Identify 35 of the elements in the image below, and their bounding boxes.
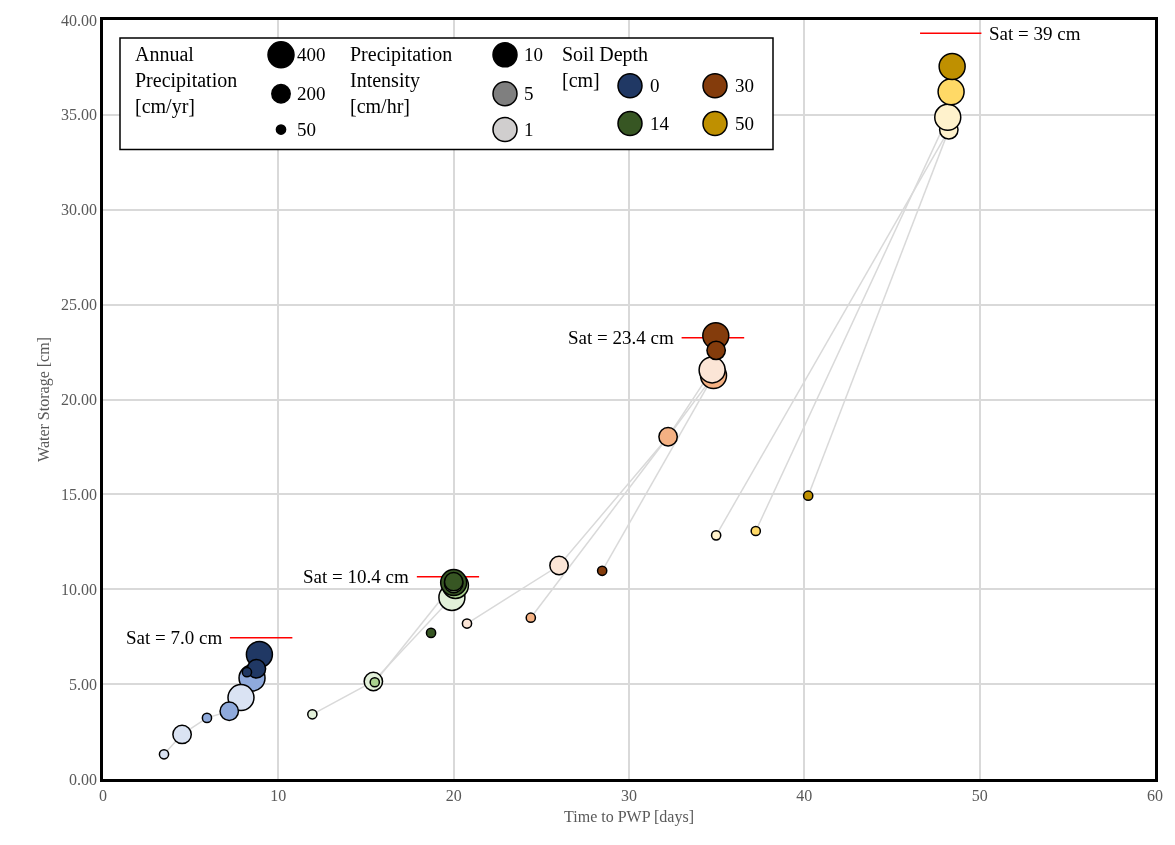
x-tick-label: 20 (445, 786, 462, 804)
x-axis-title: Time to PWP [days] (564, 807, 694, 826)
legend-label: 10 (524, 44, 543, 65)
y-tick-label: 0.00 (69, 770, 98, 788)
x-tick-label: 10 (270, 786, 287, 804)
annotation: Sat = 10.4 cm (303, 566, 409, 587)
y-axis-title: Water Storage [cm] (34, 337, 53, 462)
legend-label: 400 (297, 44, 326, 65)
annotation: Sat = 39 cm (989, 23, 1081, 44)
legend-title: Soil Depth [cm] (562, 43, 649, 91)
legend-label: 5 (524, 83, 534, 104)
y-tick-label: 15.00 (61, 485, 98, 503)
legend-label: 1 (524, 119, 534, 140)
annotation: Precipitation Intensity [cm/hr] (350, 43, 453, 117)
y-tick-label: 5.00 (69, 675, 98, 693)
x-tick-label: 50 (971, 786, 988, 804)
y-tick-label: 30.00 (61, 201, 98, 219)
y-tick-label: 10.00 (61, 580, 98, 598)
legend-label: 14 (650, 113, 670, 134)
y-tick-label: 35.00 (61, 106, 98, 124)
x-tick-label: 0 (99, 786, 107, 804)
x-tick-label: 60 (1147, 786, 1163, 804)
annotation: Sat = 7.0 cm (126, 627, 223, 648)
y-tick-label: 40.00 (61, 11, 98, 29)
y-tick-label: 20.00 (61, 391, 98, 409)
x-tick-label: 40 (796, 786, 813, 804)
legend-label: 50 (735, 113, 754, 134)
annotation: Annual Precipitation [cm/yr] (135, 43, 238, 118)
legend-label: 200 (297, 83, 326, 104)
annotation: Sat = 23.4 cm (568, 327, 674, 348)
legend-label: 0 (650, 75, 660, 96)
y-tick-label: 25.00 (61, 296, 98, 314)
legend-label: 50 (297, 119, 316, 140)
x-tick-label: 30 (621, 786, 637, 804)
legend-label: 30 (735, 75, 754, 96)
